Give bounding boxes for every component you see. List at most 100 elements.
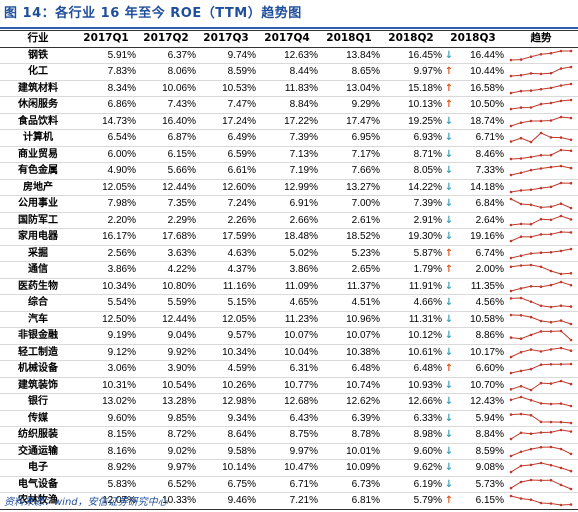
sparkline-point: [539, 153, 543, 157]
sparkline-point: [519, 156, 523, 160]
trend-sparkline-cell: [504, 113, 578, 130]
sparkline-point: [569, 231, 573, 234]
table-row: 农林牧渔 12.07% 10.33% 9.46% 7.21% 6.81% 5.79% ↑ 6.1…: [0, 492, 578, 510]
roe-value: 6.75%: [196, 476, 256, 493]
sparkline-point: [509, 494, 513, 498]
roe-value: 6.33%: [380, 410, 442, 427]
roe-value: 9.74%: [196, 47, 256, 64]
roe-value: 17.59%: [196, 228, 256, 246]
roe-value: 10.12%: [380, 327, 442, 345]
roe-value-2018q3: 16.44%: [456, 47, 504, 64]
down-arrow-icon: ↓: [442, 443, 456, 460]
table-row: 银行 13.02% 13.28% 12.98% 12.68% 12.62% 12.66% ↓ 1…: [0, 393, 578, 411]
sparkline-point: [549, 420, 553, 424]
sparkline-point: [519, 58, 523, 61]
trend-sparkline: [509, 148, 573, 161]
roe-value: 12.44%: [136, 179, 196, 196]
roe-value: 5.91%: [76, 47, 136, 64]
industry-name: 商业贸易: [0, 146, 76, 163]
sparkline-point: [509, 454, 513, 458]
down-arrow-icon: ↓: [442, 311, 456, 328]
sparkline-point: [509, 289, 513, 293]
roe-value: 12.98%: [196, 393, 256, 411]
trend-sparkline: [509, 329, 573, 342]
sparkline-point: [549, 445, 553, 449]
roe-value: 7.35%: [136, 195, 196, 213]
sparkline-point: [549, 305, 553, 309]
sparkline-point: [539, 431, 543, 435]
trend-sparkline-cell: [504, 393, 578, 411]
roe-value: 9.92%: [136, 344, 196, 361]
roe-value: 9.60%: [380, 443, 442, 460]
roe-value-2018q3: 6.71%: [456, 129, 504, 147]
sparkline-point: [529, 388, 533, 392]
roe-value: 2.65%: [318, 261, 380, 279]
sparkline-point: [559, 363, 563, 366]
roe-value: 2.66%: [256, 212, 318, 229]
industry-name: 医药生物: [0, 278, 76, 295]
roe-value: 6.00%: [76, 146, 136, 163]
sparkline-point: [509, 336, 513, 340]
roe-value: 12.50%: [76, 311, 136, 328]
sparkline-point: [509, 140, 513, 144]
roe-value: 6.61%: [196, 162, 256, 180]
trend-sparkline: [509, 412, 573, 425]
roe-value: 9.97%: [256, 443, 318, 460]
roe-value: 6.73%: [318, 476, 380, 493]
trend-sparkline: [509, 181, 573, 194]
sparkline-point: [549, 51, 553, 55]
sparkline-point: [559, 304, 563, 308]
sparkline-point: [519, 450, 523, 453]
down-arrow-icon: ↓: [442, 377, 456, 394]
roe-value: 14.73%: [76, 113, 136, 130]
sparkline-point: [559, 420, 563, 424]
sparkline-point: [549, 118, 553, 122]
roe-value: 10.34%: [76, 278, 136, 295]
industry-name: 汽车: [0, 311, 76, 328]
roe-value: 10.01%: [318, 443, 380, 460]
trend-sparkline-cell: [504, 228, 578, 246]
sparkline-point: [529, 188, 533, 191]
sparkline-point: [559, 319, 563, 322]
roe-value: 6.81%: [318, 492, 380, 510]
sparkline-point: [569, 430, 573, 434]
sparkline-point: [519, 464, 523, 468]
sparkline-point: [519, 171, 523, 175]
roe-value: 2.26%: [196, 212, 256, 229]
sparkline-point: [549, 320, 553, 324]
sparkline-point: [539, 319, 543, 323]
roe-value-2018q3: 8.84%: [456, 426, 504, 444]
roe-value: 9.04%: [136, 327, 196, 345]
down-arrow-icon: ↓: [442, 278, 456, 295]
sparkline-point: [559, 164, 563, 168]
roe-value: 11.09%: [256, 278, 318, 295]
roe-value: 3.63%: [136, 245, 196, 262]
sparkline-point: [509, 437, 513, 441]
roe-value: 11.91%: [380, 278, 442, 295]
roe-value: 7.21%: [256, 492, 318, 510]
sparkline-point: [559, 379, 563, 383]
sparkline-point: [529, 203, 533, 207]
sparkline-point: [569, 206, 573, 210]
table-row: 电子 8.92% 9.97% 10.14% 10.47% 10.09% 9.62% ↓ 9.08…: [0, 459, 578, 477]
roe-value: 7.13%: [256, 146, 318, 163]
sparkline-point: [559, 230, 563, 234]
down-arrow-icon: ↓: [442, 162, 456, 180]
trend-sparkline: [509, 395, 573, 408]
down-arrow-icon: ↓: [442, 146, 456, 163]
sparkline-point: [519, 106, 523, 110]
sparkline-point: [529, 155, 533, 159]
sparkline-point: [549, 72, 553, 75]
roe-value: 5.54%: [76, 294, 136, 312]
roe-value: 5.15%: [196, 294, 256, 312]
roe-value: 6.71%: [256, 476, 318, 493]
sparkline-point: [539, 206, 543, 209]
roe-value: 5.83%: [76, 476, 136, 493]
sparkline-point: [549, 431, 553, 434]
table-row: 食品饮料 14.73% 16.40% 17.24% 17.22% 17.47% 19.25%…: [0, 113, 578, 130]
roe-value: 9.29%: [318, 96, 380, 114]
roe-value: 6.59%: [196, 146, 256, 163]
roe-value: 4.22%: [136, 261, 196, 279]
roe-value: 1.79%: [380, 261, 442, 279]
trend-sparkline-cell: [504, 443, 578, 460]
